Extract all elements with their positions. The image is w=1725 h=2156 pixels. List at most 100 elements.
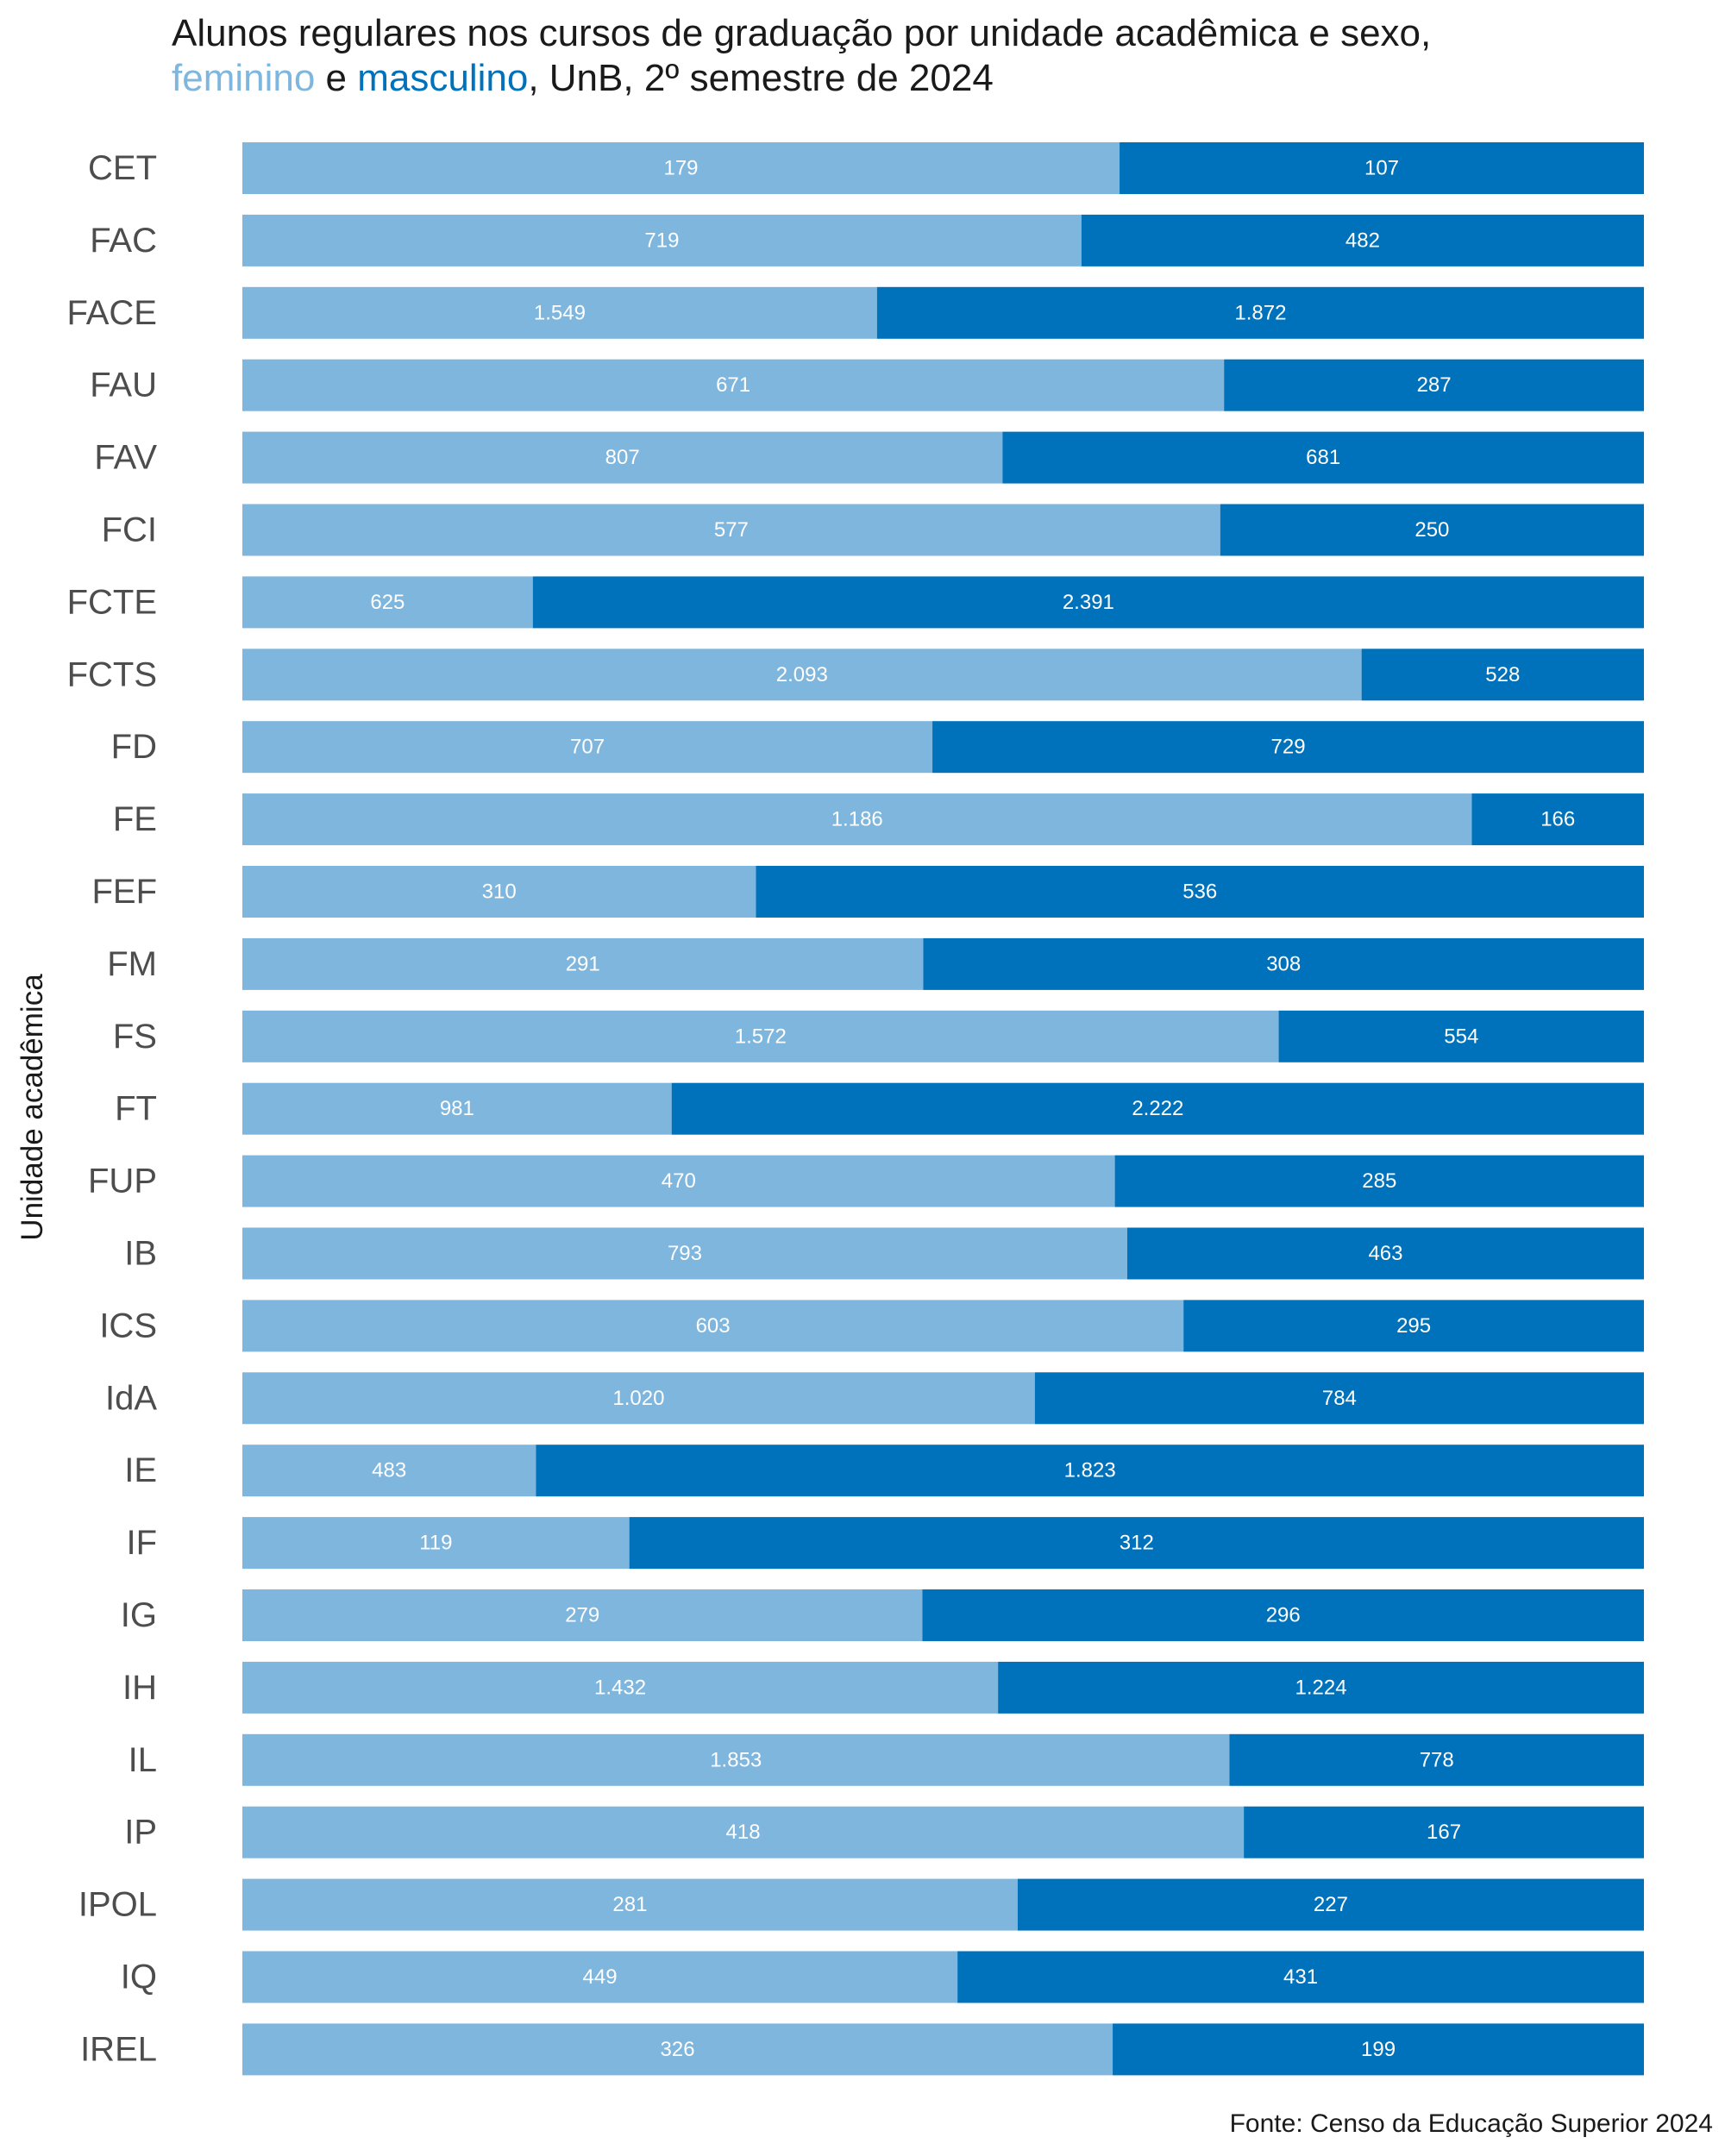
category-label-ib: IB — [124, 1235, 157, 1273]
value-label-masculino-fd: 729 — [1271, 736, 1306, 759]
category-label-ics: ICS — [99, 1307, 157, 1344]
value-label-feminino-irel: 326 — [661, 2038, 695, 2061]
value-label-masculino-fef: 536 — [1182, 881, 1217, 904]
category-label-if: IF — [126, 1524, 157, 1562]
category-label-fef: FEF — [91, 873, 157, 911]
category-label-fm: FM — [107, 945, 157, 983]
bar-group-ics: 603 295 ICS — [99, 1300, 1644, 1352]
value-label-feminino-ig: 279 — [565, 1604, 599, 1627]
value-label-masculino-ih: 1.224 — [1295, 1676, 1347, 1699]
bar-group-ida: 1.020 784 IdA — [105, 1372, 1644, 1425]
bar-masculino-fci — [1220, 504, 1644, 556]
bar-feminino-fe — [242, 793, 1472, 846]
bar-masculino-ida — [1034, 1372, 1644, 1425]
category-label-irel: IREL — [80, 2030, 157, 2068]
value-label-masculino-ie: 1.823 — [1064, 1459, 1116, 1482]
category-label-fav: FAV — [94, 439, 157, 477]
category-label-fci: FCI — [102, 511, 157, 549]
value-label-feminino-ih: 1.432 — [594, 1676, 646, 1699]
value-label-feminino-fci: 577 — [714, 518, 749, 542]
bar-masculino-ip — [1244, 1806, 1644, 1858]
value-label-feminino-cet: 179 — [663, 157, 698, 180]
bar-feminino-fup — [242, 1155, 1115, 1207]
bar-feminino-ics — [242, 1300, 1184, 1352]
title-masculino-word: masculino — [357, 57, 529, 99]
bar-masculino-if — [629, 1517, 1644, 1570]
bar-masculino-ics — [1183, 1300, 1644, 1352]
bar-feminino-fef — [242, 866, 756, 918]
category-label-fe: FE — [113, 800, 157, 838]
bar-masculino-fef — [756, 866, 1644, 918]
bar-feminino-fs — [242, 1010, 1279, 1062]
bar-masculino-fcts — [1361, 649, 1644, 701]
category-label-iq: IQ — [121, 1959, 157, 1996]
category-label-ie: IE — [124, 1451, 157, 1489]
bar-masculino-fau — [1224, 359, 1644, 411]
value-label-feminino-ida: 1.020 — [612, 1387, 664, 1410]
title-connector: e — [315, 57, 358, 99]
category-label-ida: IdA — [105, 1379, 157, 1417]
category-label-cet: CET — [88, 149, 157, 187]
bar-masculino-il — [1229, 1733, 1644, 1786]
value-label-masculino-ics: 295 — [1396, 1314, 1431, 1338]
value-label-masculino-fav: 681 — [1306, 446, 1340, 469]
bar-masculino-iq — [957, 1951, 1644, 2003]
value-label-feminino-fef: 310 — [482, 881, 517, 904]
value-label-masculino-fcte: 2.391 — [1063, 591, 1114, 614]
bar-group-fd: 707 729 FD — [111, 721, 1644, 774]
bar-feminino-fci — [242, 504, 1220, 556]
value-label-masculino-iq: 431 — [1283, 1965, 1318, 1989]
bar-group-ib: 793 463 IB — [124, 1227, 1644, 1280]
value-label-masculino-fup: 285 — [1362, 1169, 1396, 1193]
bar-group-fac: 719 482 FAC — [90, 214, 1644, 266]
category-label-fs: FS — [113, 1018, 157, 1056]
bar-group-fef: 310 536 FEF — [91, 866, 1644, 918]
bar-group-ft: 981 2.222 FT — [115, 1082, 1644, 1135]
bar-group-if: 119 312 IF — [126, 1517, 1644, 1570]
bar-group-fm: 291 308 FM — [107, 937, 1644, 990]
value-label-masculino-fcts: 528 — [1485, 663, 1520, 686]
value-label-feminino-iq: 449 — [583, 1965, 618, 1989]
bar-group-cet: 179 107 CET — [88, 142, 1644, 194]
value-label-feminino-fup: 470 — [662, 1169, 696, 1193]
bar-masculino-irel — [1113, 2023, 1644, 2076]
value-label-masculino-face: 1.872 — [1234, 301, 1286, 324]
category-label-fcte: FCTE — [67, 583, 157, 621]
value-label-feminino-fcts: 2.093 — [776, 663, 828, 686]
bar-feminino-iq — [242, 1951, 958, 2003]
bar-group-fcte: 625 2.391 FCTE — [67, 576, 1645, 629]
bar-masculino-fe — [1471, 793, 1644, 846]
category-label-ipol: IPOL — [78, 1886, 157, 1924]
chart-title-line2: feminino e masculino, UnB, 2º semestre d… — [172, 57, 994, 100]
bar-group-fav: 807 681 FAV — [94, 431, 1644, 484]
chart-title-line1: Alunos regulares nos cursos de graduação… — [172, 12, 1432, 54]
category-label-fup: FUP — [88, 1163, 157, 1200]
bar-masculino-fup — [1114, 1155, 1644, 1207]
bar-masculino-ib — [1126, 1227, 1644, 1280]
bar-masculino-fac — [1081, 214, 1644, 266]
bar-feminino-ida — [242, 1372, 1035, 1425]
bar-feminino-ib — [242, 1227, 1127, 1280]
bar-feminino-if — [242, 1517, 630, 1570]
bar-masculino-fd — [932, 721, 1644, 774]
bar-masculino-ih — [998, 1661, 1644, 1714]
category-label-fd: FD — [111, 728, 157, 766]
value-label-feminino-fav: 807 — [605, 446, 640, 469]
bar-feminino-ipol — [242, 1878, 1018, 1931]
bar-group-fci: 577 250 FCI — [102, 504, 1644, 556]
bar-feminino-fav — [242, 431, 1003, 484]
value-label-masculino-fci: 250 — [1414, 518, 1449, 542]
value-label-feminino-ft: 981 — [440, 1097, 474, 1120]
category-label-ip: IP — [124, 1814, 157, 1852]
category-label-ih: IH — [122, 1669, 157, 1707]
bar-group-fe: 1.186 166 FE — [113, 793, 1644, 846]
value-label-feminino-ipol: 281 — [612, 1893, 647, 1916]
value-label-feminino-ie: 483 — [372, 1459, 406, 1482]
category-label-il: IL — [129, 1741, 157, 1779]
value-label-masculino-il: 778 — [1420, 1748, 1454, 1771]
bar-group-ig: 279 296 IG — [121, 1589, 1644, 1641]
bar-feminino-fac — [242, 214, 1082, 266]
bar-group-iq: 449 431 IQ — [121, 1951, 1644, 2003]
category-label-ft: FT — [115, 1090, 157, 1128]
